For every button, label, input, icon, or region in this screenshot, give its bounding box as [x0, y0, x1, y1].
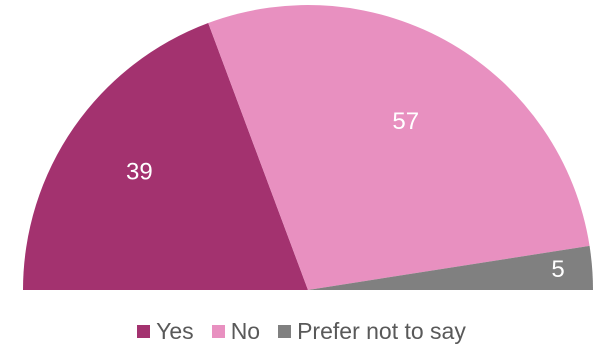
data-label-prefer-not-to-say: 5: [551, 256, 564, 283]
slice-prefer-not-to-say: [308, 245, 593, 290]
legend: Yes No Prefer not to say: [0, 316, 603, 346]
legend-item-no: No: [211, 317, 261, 345]
data-label-yes: 39: [126, 158, 153, 185]
legend-swatch-yes: [137, 324, 151, 338]
legend-swatch-prefer-not-to-say: [278, 324, 292, 338]
legend-swatch-no: [211, 324, 225, 338]
legend-label-yes: Yes: [156, 317, 194, 344]
slice-no: [208, 4, 590, 290]
slice-yes: [23, 23, 308, 290]
legend-item-yes: Yes: [137, 318, 194, 345]
legend-item-prefer-not-to-say: Prefer not to say: [278, 318, 466, 345]
legend-label-no: No: [230, 317, 261, 344]
legend-label-prefer-not-to-say: Prefer not to say: [297, 317, 466, 344]
data-label-no: 57: [392, 108, 419, 135]
